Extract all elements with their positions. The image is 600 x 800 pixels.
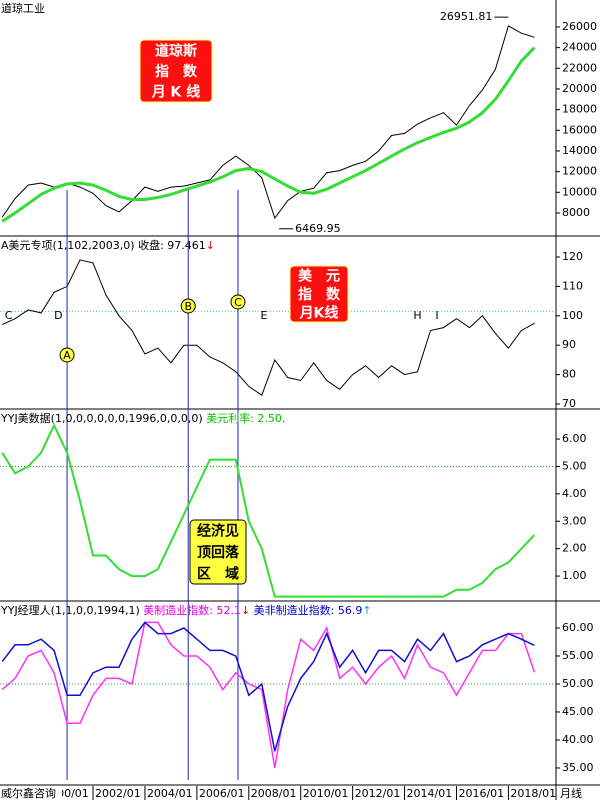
wave-letter: I [435, 309, 438, 322]
series-line [1, 621, 536, 769]
annotation-text: 区 域 [197, 565, 239, 582]
wave-letter: D [54, 309, 62, 322]
panel-title: A美元专项(1,102,2003,0) [1, 238, 135, 252]
panel-title: 道琼工业 [1, 1, 45, 15]
annotation-text: 指 数 [298, 286, 341, 303]
annotation-text: 月K线 [299, 305, 339, 322]
readout: 美非制造业指数: 56.9 [250, 603, 362, 617]
annotation-text: 美 元 [298, 267, 340, 284]
y-tick-label: 120 [562, 250, 583, 263]
y-tick-label: 110 [562, 279, 583, 292]
y-tick-label: 22000 [562, 61, 597, 74]
panel-title: YYJ经理人(1,1,0,0,1994,1) [0, 604, 140, 617]
x-tick-label: 2006/01 [199, 787, 245, 800]
y-tick-label: 4.00 [562, 487, 587, 500]
annotation-text: 月 K 线 [151, 84, 201, 101]
y-tick-label: 90 [562, 338, 576, 351]
annotation-text: 道琼斯 [155, 42, 197, 59]
x-tick-label: 2018/01 [510, 787, 556, 800]
y-tick-label: 26000 [562, 20, 597, 33]
annotation-text: 指 数 [155, 63, 198, 80]
y-tick-label: 24000 [562, 41, 597, 54]
footer-source: 威尔鑫咨询 [1, 786, 56, 800]
series-line [1, 259, 535, 396]
y-tick-label: 8000 [562, 206, 590, 219]
extreme-label: 6469.95 [295, 222, 341, 235]
annotation-box [139, 39, 213, 103]
readout: 美制造业指数: 52.1 [140, 603, 241, 617]
x-tick-label: 2014/01 [407, 787, 453, 800]
y-tick-label: 20000 [562, 82, 597, 95]
y-tick-label: 70 [562, 397, 576, 410]
y-tick-label: 1.00 [562, 569, 587, 582]
panel-header: 道琼工业 [1, 1, 45, 15]
y-tick-label: 14000 [562, 144, 597, 157]
annotation-text: 经济见 [197, 523, 239, 540]
x-tick-label: 2010/01 [303, 787, 349, 800]
extreme-label: 26951.81 [440, 10, 493, 23]
y-tick-label: 2.00 [562, 542, 587, 555]
y-tick-label: 18000 [562, 103, 597, 116]
x-tick-label: 2012/01 [355, 787, 401, 800]
panel-header: A美元专项(1,102,2003,0) 收盘: 97.461↓ [1, 238, 215, 252]
y-tick-label: 40.00 [562, 733, 594, 746]
y-tick-label: 100 [562, 309, 583, 322]
series-line [1, 422, 536, 598]
readout: ↑ [362, 604, 371, 617]
wave-letter: C [5, 309, 13, 322]
annotation-text: 顶回落 [197, 544, 240, 561]
y-tick-label: 12000 [562, 165, 597, 178]
y-tick-label: 50.00 [562, 677, 594, 690]
y-tick-label: 16000 [562, 123, 597, 136]
y-tick-label: 3.00 [562, 514, 587, 527]
y-tick-label: 60.00 [562, 621, 594, 634]
panel-header: YYJ美数据(1,0,0,0,0,0,0,1996,0,0,0,0) 美元利率:… [0, 411, 285, 425]
readout: ↓ [241, 604, 250, 617]
readout: 美元利率: 2.50, [203, 411, 286, 425]
panel-header: YYJ经理人(1,1,0,0,1994,1) 美制造业指数: 52.1↓ 美非制… [0, 603, 372, 617]
x-tick-label: 2004/01 [147, 787, 193, 800]
series-line [1, 25, 535, 220]
footer-bg [0, 786, 62, 800]
series-line [1, 46, 536, 223]
panel-title: YYJ美数据(1,0,0,0,0,0,0,1996,0,0,0,0) [0, 411, 203, 425]
marker-circle [180, 298, 196, 314]
readout: 收盘: 97.461 [135, 238, 206, 252]
x-tick-label: 2008/01 [251, 787, 297, 800]
annotation-box [289, 265, 349, 323]
x-tick-label: 2016/01 [458, 787, 504, 800]
wave-letter: H [413, 309, 421, 322]
y-tick-label: 45.00 [562, 705, 594, 718]
annotation-box [189, 519, 247, 585]
y-tick-label: 35.00 [562, 761, 594, 774]
readout: ↓ [206, 239, 215, 252]
y-tick-label: 10000 [562, 185, 597, 198]
marker-circle [230, 294, 246, 310]
marker-circle [59, 347, 75, 363]
wave-letter: E [260, 309, 267, 322]
x-tick-label: 2002/01 [95, 787, 141, 800]
y-tick-label: 55.00 [562, 649, 594, 662]
marker-label: B [184, 300, 192, 313]
y-tick-label: 5.00 [562, 459, 587, 472]
footer-period: 月线 [560, 786, 582, 800]
marker-label: A [63, 349, 71, 362]
series-line [1, 621, 535, 752]
marker-label: C [234, 296, 242, 309]
y-tick-label: 80 [562, 368, 576, 381]
y-tick-label: 6.00 [562, 432, 587, 445]
